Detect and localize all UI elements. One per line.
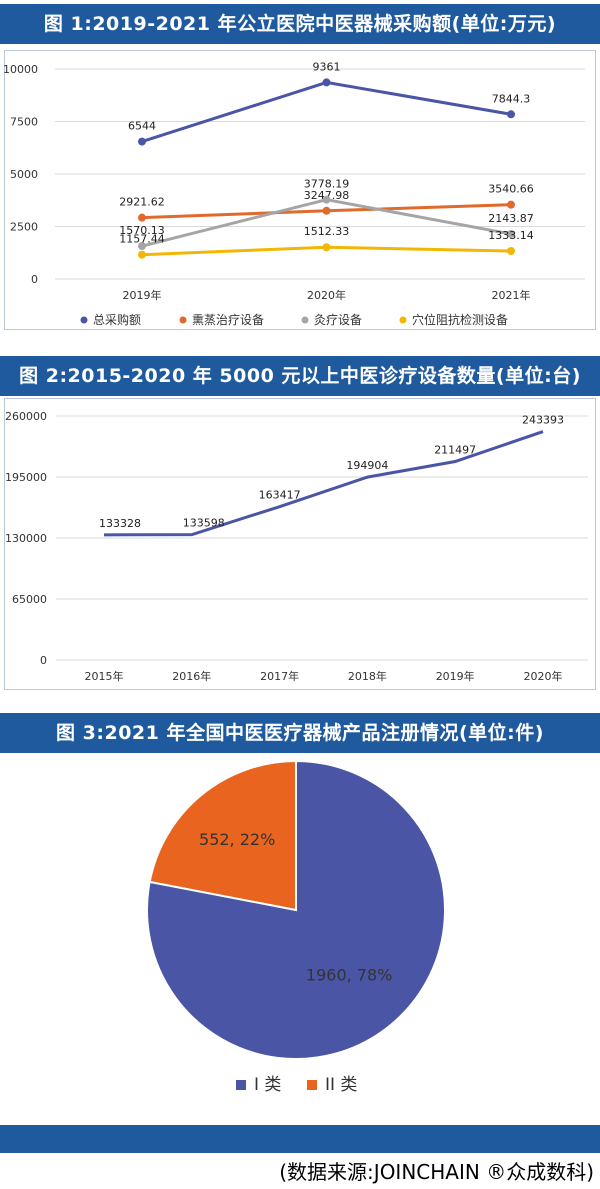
y-tick-label: 5000 xyxy=(10,168,38,181)
x-tick-label: 2019年 xyxy=(123,288,162,302)
legend-marker xyxy=(179,316,187,324)
x-tick-label: 2020年 xyxy=(307,288,346,302)
bottom-band xyxy=(0,1125,600,1153)
data-source: (数据来源:JOINCHAIN ®众成数科) xyxy=(279,1160,594,1184)
x-tick-label: 2021年 xyxy=(492,288,531,302)
chart1-panel: 图 1:2019-2021 年公立医院中医器械采购额(单位:万元) 0 2500 5… xyxy=(0,0,600,350)
y-tick-label: 10000 xyxy=(3,63,38,76)
legend-label: 灸疗设备 xyxy=(314,313,362,327)
data-label: 133598 xyxy=(183,517,225,530)
series-line xyxy=(103,430,544,537)
legend-label: 熏蒸治疗设备 xyxy=(192,313,264,327)
data-label: 3778.19 xyxy=(304,178,350,191)
data-label: 194904 xyxy=(346,459,388,472)
data-label: 163417 xyxy=(259,489,301,502)
data-label: 1512.33 xyxy=(304,225,350,238)
data-point xyxy=(138,242,146,251)
data-label: 1157.44 xyxy=(119,233,165,246)
y-tick-label: 65000 xyxy=(12,593,47,606)
x-tick-label: 2019年 xyxy=(436,669,475,683)
chart1-svg: 0 2500 5000 7500 10000 2019年 2020年 2021年 6544 936… xyxy=(3,60,585,327)
data-label: 9361 xyxy=(313,60,341,73)
legend-marker xyxy=(301,316,309,324)
legend-marker xyxy=(307,1080,317,1090)
data-label: 7844.3 xyxy=(492,92,531,105)
data-point xyxy=(138,213,146,222)
x-tick-label: 2015年 xyxy=(85,669,124,683)
legend-label: 总采购额 xyxy=(93,312,141,327)
y-tick-label: 260000 xyxy=(5,410,47,423)
data-label: 133328 xyxy=(99,517,141,530)
data-label: 1570.13 xyxy=(119,224,165,237)
data-point xyxy=(138,250,146,259)
data-point xyxy=(507,247,515,256)
x-tick-label: 2020年 xyxy=(524,669,563,683)
data-label: 2921.62 xyxy=(119,196,165,209)
data-point xyxy=(507,200,515,209)
legend-marker xyxy=(80,316,88,324)
legend-label: I 类 xyxy=(254,1075,281,1095)
data-point xyxy=(507,110,515,119)
chart3-svg: 1960, 78% 552, 22% I 类 II 类 xyxy=(146,759,446,1095)
data-point xyxy=(507,229,515,238)
legend-label: II 类 xyxy=(325,1075,357,1095)
y-tick-label: 195000 xyxy=(5,471,47,484)
chart2-svg: 0 65000 130000 195000 260000 2015年 2016年 2017年 2… xyxy=(5,410,588,683)
y-tick-label: 130000 xyxy=(5,532,47,545)
series-line xyxy=(141,80,512,144)
legend-marker xyxy=(236,1080,246,1090)
data-point xyxy=(322,195,331,204)
pie-slice xyxy=(148,759,297,912)
data-point xyxy=(322,206,331,215)
chart1-title: 图 1:2019-2021 年公立医院中医器械采购额(单位:万元) xyxy=(0,4,600,44)
data-label: 211497 xyxy=(434,444,476,457)
chart2-title: 图 2:2015-2020 年 5000 元以上中医诊疗设备数量(单位:台) xyxy=(0,356,600,396)
data-label: 3540.66 xyxy=(488,183,534,196)
data-label: 3247.98 xyxy=(304,189,350,202)
data-label: 2143.87 xyxy=(488,212,534,225)
chart1-frame xyxy=(4,50,596,330)
y-tick-label: 0 xyxy=(40,654,47,667)
chart3-title: 图 3:2021 年全国中医医疗器械产品注册情况(单位:件) xyxy=(0,713,600,753)
x-tick-label: 2016年 xyxy=(172,669,211,683)
chart3-panel: 图 3:2021 年全国中医医疗器械产品注册情况(单位:件) 1960, 78%… xyxy=(0,705,600,1189)
data-label: 6544 xyxy=(128,120,156,133)
legend-label: 穴位阻抗检测设备 xyxy=(412,312,508,327)
data-label: 243393 xyxy=(522,414,564,427)
data-point xyxy=(322,243,331,252)
y-tick-label: 0 xyxy=(31,273,38,286)
y-tick-label: 2500 xyxy=(10,221,38,234)
data-label: 1333.14 xyxy=(488,229,534,242)
pie-data-label: 552, 22% xyxy=(199,830,275,849)
y-tick-label: 7500 xyxy=(10,116,38,129)
data-point xyxy=(138,137,146,146)
pie-data-label: 1960, 78% xyxy=(306,965,392,984)
x-tick-label: 2017年 xyxy=(260,669,299,683)
data-point xyxy=(322,78,331,87)
x-tick-label: 2018年 xyxy=(348,669,387,683)
chart2-panel: 图 2:2015-2020 年 5000 元以上中医诊疗设备数量(单位:台) 0… xyxy=(0,350,600,705)
legend-marker xyxy=(399,316,407,324)
